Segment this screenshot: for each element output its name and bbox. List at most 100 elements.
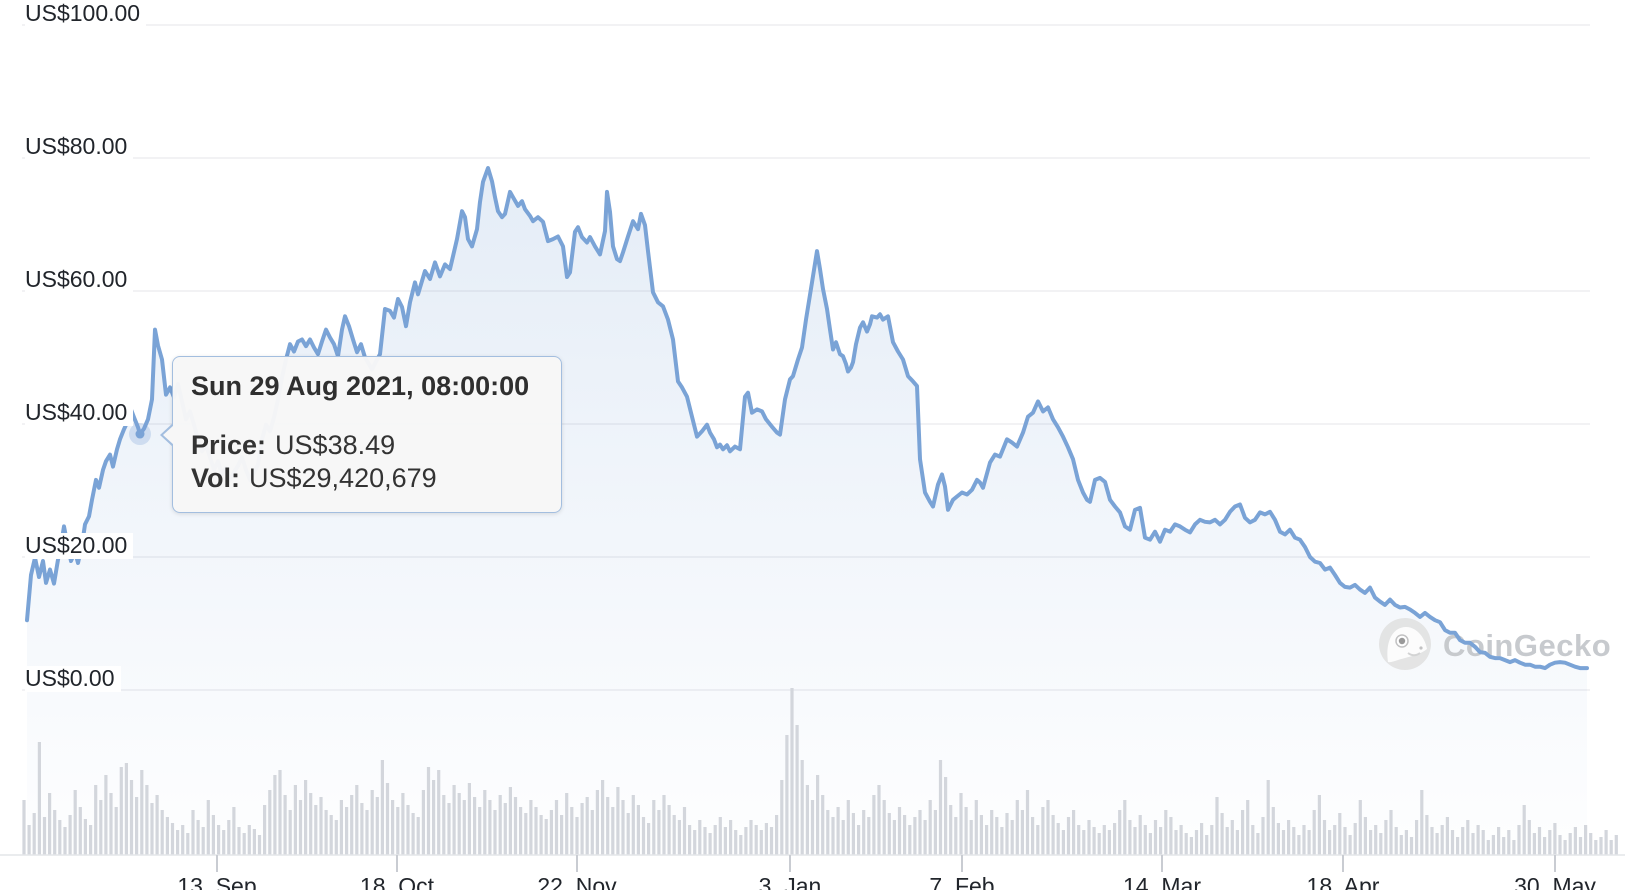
volume-bar xyxy=(1041,807,1045,855)
volume-bar xyxy=(1271,807,1275,855)
volume-bar xyxy=(1343,827,1347,855)
volume-bar xyxy=(257,835,262,855)
volume-bar xyxy=(1133,827,1137,855)
volume-bar xyxy=(1230,820,1234,855)
volume-bar xyxy=(826,810,830,855)
volume-bar xyxy=(99,800,103,855)
volume-bar xyxy=(385,783,390,855)
volume-bar xyxy=(324,810,328,855)
volume-bar xyxy=(626,813,630,855)
volume-bar xyxy=(462,800,466,855)
volume-bar xyxy=(104,775,108,855)
volume-bar xyxy=(908,825,912,855)
volume-bar xyxy=(1246,800,1250,855)
volume-bar xyxy=(1425,815,1429,855)
volume-bar xyxy=(370,790,374,855)
volume-bar xyxy=(32,813,36,855)
volume-bar xyxy=(652,800,656,855)
volume-bar xyxy=(959,793,963,855)
volume-bar xyxy=(452,785,456,855)
volume-bar xyxy=(232,807,236,855)
volume-bar xyxy=(560,815,564,855)
volume-bar xyxy=(1604,830,1608,855)
volume-bar xyxy=(554,800,559,855)
volume-bar xyxy=(631,795,635,855)
volume-bar xyxy=(401,793,405,855)
volume-bar xyxy=(1450,830,1455,855)
volume-bar xyxy=(1307,830,1311,855)
volume-bar xyxy=(1328,830,1332,855)
volume-bar xyxy=(1527,820,1531,855)
volume-bar xyxy=(1394,827,1398,855)
volume-bar xyxy=(355,785,359,855)
volume-bar xyxy=(22,800,26,855)
volume-bar xyxy=(488,800,492,855)
volume-bar xyxy=(48,793,52,855)
volume-bar xyxy=(1517,825,1521,855)
volume-bar xyxy=(1614,835,1618,855)
y-axis-label: US$80.00 xyxy=(25,134,134,160)
volume-bar xyxy=(247,825,251,855)
volume-bar xyxy=(396,807,400,855)
volume-bar xyxy=(288,810,292,855)
volume-bar xyxy=(969,820,973,855)
volume-bar xyxy=(810,800,815,855)
volume-bar xyxy=(1097,833,1101,855)
volume-bar xyxy=(227,820,231,855)
volume-bars xyxy=(22,688,1618,855)
x-axis-label: 22. Nov xyxy=(537,873,617,890)
volume-bar xyxy=(933,810,937,855)
volume-bar xyxy=(89,825,93,855)
volume-bar xyxy=(298,800,303,855)
volume-bar xyxy=(63,827,67,855)
volume-bar xyxy=(165,817,169,855)
volume-bar xyxy=(918,810,922,855)
x-axis-label: 18. Oct xyxy=(359,873,435,890)
volume-bar xyxy=(1486,840,1490,855)
volume-bar xyxy=(749,820,753,855)
price-area xyxy=(27,168,1587,855)
volume-bar xyxy=(821,795,825,855)
volume-bar xyxy=(242,833,246,855)
volume-bar xyxy=(176,830,180,855)
volume-bar xyxy=(1082,830,1086,855)
y-axis-label: US$20.00 xyxy=(25,533,134,559)
volume-bar xyxy=(1087,820,1091,855)
volume-bar xyxy=(119,767,123,855)
volume-bar xyxy=(575,817,579,855)
volume-bar xyxy=(519,807,523,855)
volume-bar xyxy=(1573,827,1577,855)
volume-bar xyxy=(949,805,953,855)
volume-bar xyxy=(380,760,384,855)
volume-bar xyxy=(1594,840,1598,855)
volume-bar xyxy=(1205,835,1209,855)
volume-bar xyxy=(529,800,533,855)
volume-bar xyxy=(1461,827,1465,855)
volume-bar xyxy=(196,820,200,855)
volume-bar xyxy=(37,742,41,855)
volume-bar xyxy=(954,817,958,855)
volume-bar xyxy=(1287,820,1291,855)
volume-bar xyxy=(938,760,943,855)
volume-bar xyxy=(1184,833,1188,855)
volume-bar xyxy=(739,835,743,855)
volume-bar xyxy=(83,819,87,855)
volume-bar xyxy=(1281,830,1286,855)
volume-bar xyxy=(206,800,210,855)
x-axis-label: 7. Feb xyxy=(929,873,995,890)
volume-bar xyxy=(1138,815,1142,855)
volume-bar xyxy=(268,790,272,855)
volume-bar xyxy=(503,803,507,855)
volume-bar xyxy=(211,815,215,855)
volume-bar xyxy=(145,785,149,855)
marker-dot xyxy=(135,429,145,439)
volume-bar xyxy=(1522,805,1526,855)
volume-bar xyxy=(544,819,548,855)
volume-bar xyxy=(1102,825,1106,855)
volume-bar xyxy=(1363,817,1367,855)
volume-bar xyxy=(1317,795,1321,855)
y-axis-label: US$60.00 xyxy=(25,267,134,293)
volume-bar xyxy=(160,810,164,855)
